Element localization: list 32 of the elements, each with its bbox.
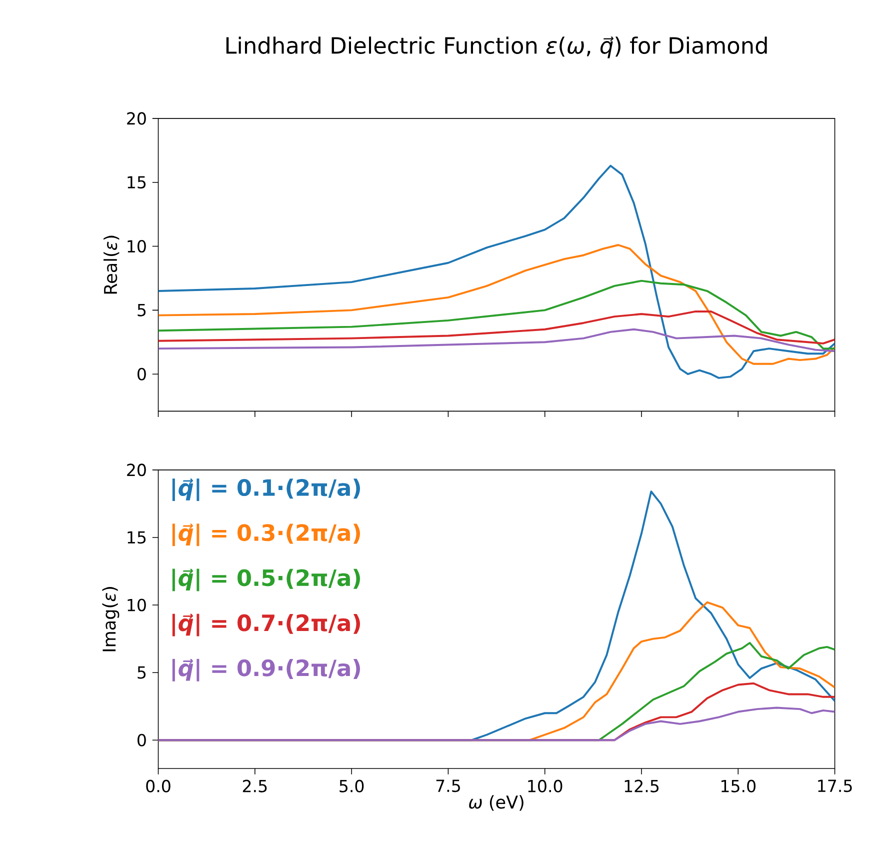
- text: |q⃗| = 0.9·(2π/a): [172, 659, 360, 682]
- y-tick-label: 10: [128, 598, 146, 612]
- y-tick-label: 10: [128, 240, 146, 253]
- text: |q⃗| = 0.5·(2π/a): [172, 568, 360, 592]
- x-tick-label: 10.0: [528, 780, 562, 792]
- chart-title: Lindhard Dielectric Function ε(ω, q⃗) for Diamond: [226, 36, 767, 58]
- x-axis-title: ω (eV): [469, 795, 524, 811]
- y-tick-label: 5: [138, 666, 146, 679]
- y-axis-title: Imag(ε): [102, 587, 120, 652]
- text: |q⃗| = 0.1·(2π/a): [172, 478, 360, 502]
- line-series: [158, 310, 835, 345]
- y-tick-label: 20: [127, 464, 146, 476]
- x-tick-label: 12.5: [624, 780, 658, 792]
- y-tick-label: 20: [127, 112, 146, 125]
- y-axis-title: Real(ε): [104, 236, 120, 294]
- y-tick-label: 5: [138, 304, 146, 316]
- x-tick-label: 0.0: [146, 780, 170, 792]
- y-tick-label: 0: [138, 368, 146, 381]
- x-tick-label: 2.5: [242, 780, 267, 792]
- x-tick-label: 7.5: [436, 780, 460, 792]
- y-tick-label: 0: [138, 734, 146, 747]
- x-tick-label: 15.0: [722, 780, 756, 792]
- line-series: [158, 244, 835, 366]
- line-series: [158, 706, 835, 742]
- text: |q⃗| = 0.3·(2π/a): [172, 524, 360, 546]
- x-tick-label: 17.5: [818, 780, 852, 792]
- y-tick-label: 15: [128, 176, 146, 189]
- line-series: [158, 164, 835, 380]
- line-series: [158, 280, 835, 350]
- text: |q⃗| = 0.7·(2π/a): [172, 614, 360, 636]
- y-tick-label: 15: [128, 531, 146, 544]
- x-tick-label: 5.0: [340, 780, 364, 792]
